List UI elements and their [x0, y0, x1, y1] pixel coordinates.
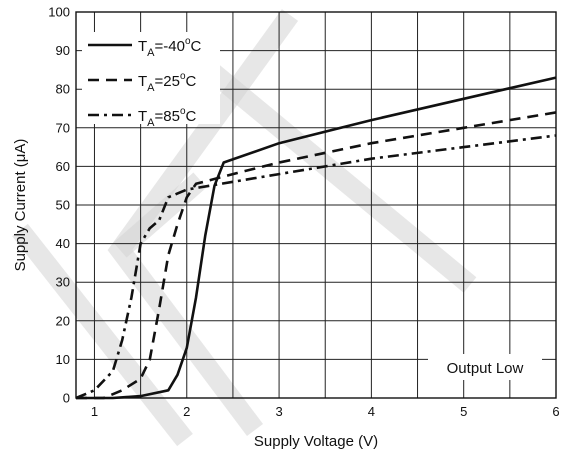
y-tick-label: 100 — [48, 5, 70, 20]
y-tick-label: 60 — [56, 159, 70, 174]
x-tick-label: 6 — [552, 404, 559, 419]
y-tick-label: 10 — [56, 352, 70, 367]
legend-label: TA=-40oC — [138, 36, 202, 59]
series-line-solid — [76, 76, 557, 400]
legend-background — [82, 32, 220, 124]
legend: TA=-40oC TA=25oC TA=85oC — [82, 32, 220, 129]
x-axis-title: Supply Voltage (V) — [254, 433, 378, 450]
x-tick-label: 2 — [183, 404, 190, 419]
plot-frame — [75, 11, 557, 399]
y-tick-label: 20 — [56, 313, 70, 328]
series-line-dashed — [76, 111, 557, 400]
output-low-label: Output Low — [447, 360, 524, 377]
y-axis-title: Supply Current (μA) — [12, 139, 29, 272]
y-tick-label: 40 — [56, 236, 70, 251]
x-tick-label: 5 — [460, 404, 467, 419]
legend-label: TA=25oC — [138, 71, 197, 94]
legend-label: TA=85oC — [138, 106, 197, 129]
y-tick-label: 0 — [63, 391, 70, 406]
y-tick-label: 30 — [56, 275, 70, 290]
y-tick-label: 50 — [56, 198, 70, 213]
series-line-dashdot — [75, 134, 557, 400]
y-tick-label: 90 — [56, 43, 70, 58]
tick-labels: 0 10 20 30 40 50 60 70 80 90 100 1 2 3 4 5 6 — [48, 5, 559, 420]
x-tick-label: 1 — [91, 404, 98, 419]
series-lines — [75, 76, 557, 400]
y-tick-label: 70 — [56, 120, 70, 135]
output-low-annotation: Output Low — [428, 354, 542, 380]
x-tick-label: 3 — [275, 404, 282, 419]
y-tick-label: 80 — [56, 82, 70, 97]
x-tick-label: 4 — [368, 404, 375, 419]
